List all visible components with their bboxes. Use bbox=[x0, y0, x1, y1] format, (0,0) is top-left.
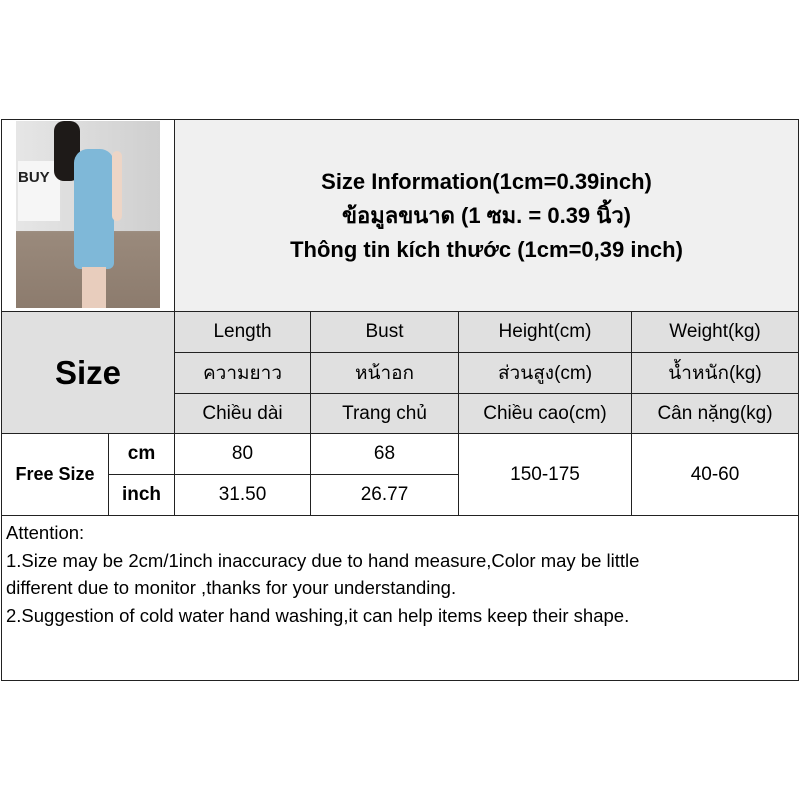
col-length-th: ความยาว bbox=[174, 352, 311, 394]
size-header: Size bbox=[1, 311, 175, 434]
unit-inch: inch bbox=[108, 474, 175, 516]
unit-cm: cm bbox=[108, 433, 175, 475]
length-cm: 80 bbox=[174, 433, 311, 475]
col-weight-vi: Cân nặng(kg) bbox=[631, 393, 799, 434]
weight-range: 40-60 bbox=[631, 433, 799, 516]
bust-cm: 68 bbox=[310, 433, 459, 475]
title-thai: ข้อมูลขนาด (1 ซม. = 0.39 นิ้ว) bbox=[341, 202, 631, 228]
attention-line: 1.Size may be 2cm/1inch inaccuracy due t… bbox=[6, 549, 640, 571]
title-english: Size Information(1cm=0.39inch) bbox=[321, 168, 652, 194]
col-bust-en: Bust bbox=[310, 311, 459, 353]
attention-heading: Attention: bbox=[6, 522, 85, 543]
col-length-vi: Chiều dài bbox=[174, 393, 311, 434]
attention-notes: Attention: 1.Size may be 2cm/1inch inacc… bbox=[1, 515, 799, 681]
bust-inch: 26.77 bbox=[310, 474, 459, 516]
col-weight-th: น้ำหนัก(kg) bbox=[631, 352, 799, 394]
bag-text: BUY bbox=[18, 161, 60, 221]
length-inch: 31.50 bbox=[174, 474, 311, 516]
attention-line: different due to monitor ,thanks for you… bbox=[6, 577, 457, 598]
col-bust-th: หน้าอก bbox=[310, 352, 459, 394]
attention-line: 2.Suggestion of cold water hand washing,… bbox=[6, 604, 630, 626]
col-weight-en: Weight(kg) bbox=[631, 311, 799, 353]
height-range: 150-175 bbox=[458, 433, 632, 516]
col-length-en: Length bbox=[174, 311, 311, 353]
col-bust-vi: Trang chủ bbox=[310, 393, 459, 434]
row-label-free-size: Free Size bbox=[1, 433, 109, 516]
col-height-th: ส่วนสูง(cm) bbox=[458, 352, 632, 394]
product-photo: BUY bbox=[16, 121, 160, 308]
col-height-vi: Chiều cao(cm) bbox=[458, 393, 632, 434]
title-cell: Size Information(1cm=0.39inch) ข้อมูลขนา… bbox=[174, 119, 799, 312]
col-height-en: Height(cm) bbox=[458, 311, 632, 353]
title-vietnamese: Thông tin kích thước (1cm=0,39 inch) bbox=[290, 236, 683, 262]
